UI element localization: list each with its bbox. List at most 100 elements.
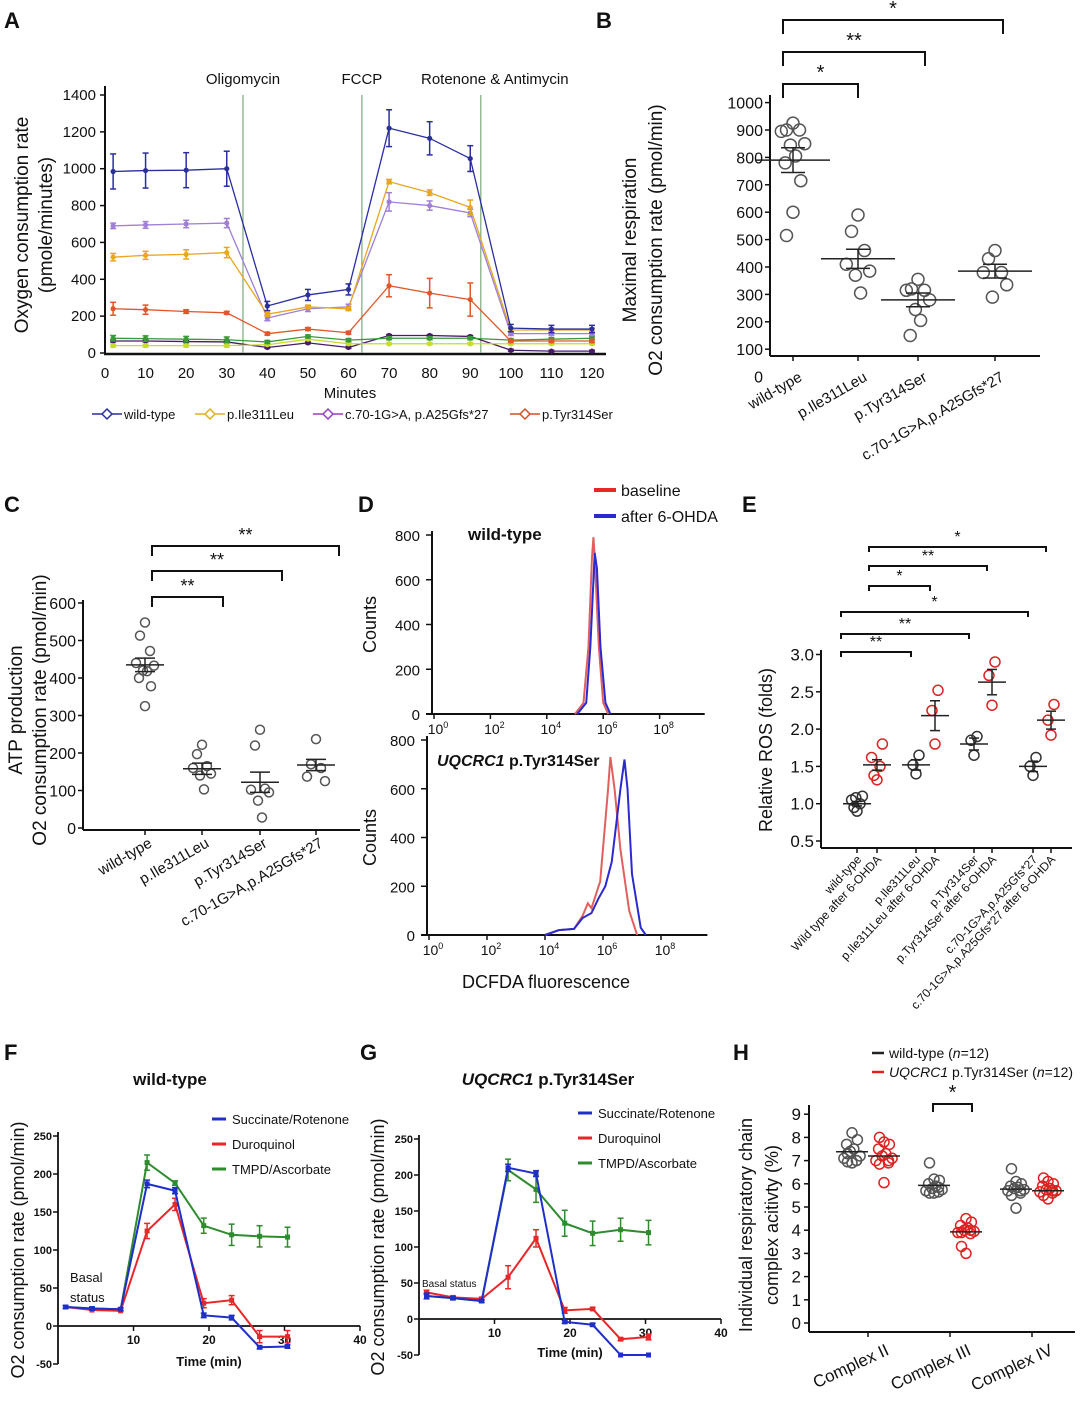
y-axis-label: Relative ROS (folds)	[756, 668, 776, 832]
data-point	[913, 313, 928, 328]
data-point	[904, 282, 919, 296]
data-point	[224, 337, 230, 343]
data-point	[427, 135, 433, 141]
data-point	[1005, 1162, 1018, 1175]
data-point	[467, 341, 473, 347]
tick-exponent: 2	[496, 941, 501, 951]
significance-bracket	[868, 565, 988, 571]
data-point	[971, 730, 983, 743]
data-point	[319, 775, 331, 787]
data-point	[590, 1322, 596, 1328]
y-tick-label: 400	[395, 618, 420, 635]
y-tick-label: 0	[88, 345, 96, 362]
y-axis-label: (pmole/minutes)	[36, 157, 57, 293]
data-point	[1012, 1181, 1024, 1194]
data-point	[264, 331, 270, 337]
data-point	[1010, 1202, 1022, 1214]
injection-label: Oligomycin	[206, 71, 280, 88]
histogram-curve	[574, 537, 610, 715]
significance-label: *	[896, 568, 902, 585]
data-point	[903, 328, 917, 343]
significance-label: *	[817, 62, 825, 84]
y-tick-label: 200	[390, 879, 415, 896]
panel-letter: H	[733, 1040, 749, 1065]
y-tick-label: 200	[395, 662, 420, 679]
data-point	[305, 340, 311, 346]
data-point	[345, 337, 352, 343]
data-point	[257, 1344, 263, 1350]
data-point	[305, 292, 311, 298]
y-tick-label: 9	[792, 1105, 801, 1124]
data-point	[508, 325, 514, 331]
data-point	[589, 348, 595, 354]
data-point	[196, 739, 208, 750]
variant-name: p.Tyr314Ser	[534, 1070, 635, 1089]
chart-title: UQCRC1 p.Tyr314Ser	[462, 1070, 635, 1089]
x-tick-label: 108	[655, 941, 676, 958]
data-point	[562, 1319, 568, 1325]
data-point	[848, 268, 863, 282]
legend-label: TMPD/Ascorbate	[598, 1156, 697, 1171]
data-point	[792, 123, 807, 137]
significance-label: **	[899, 616, 911, 633]
legend-n: n	[1037, 1064, 1045, 1080]
tick-base: 10	[597, 721, 613, 737]
data-point	[144, 1228, 150, 1234]
x-tick-label: 50	[300, 365, 317, 382]
legend-label: after 6-OHDA	[621, 509, 718, 526]
x-tick-label: 10	[127, 1333, 141, 1347]
data-point	[873, 1131, 886, 1144]
x-tick-label: 40	[714, 1326, 728, 1340]
data-point	[862, 264, 877, 278]
panel-letter: A	[4, 8, 20, 33]
y-tick-label: 800	[390, 733, 415, 750]
data-point	[63, 1304, 69, 1310]
data-point	[305, 326, 311, 332]
data-point	[981, 252, 996, 266]
tick-base: 10	[541, 721, 557, 737]
histogram-curve	[544, 759, 647, 936]
annotation: Basal	[70, 1270, 103, 1285]
data-point	[878, 1176, 890, 1189]
x-tick-label: 102	[484, 720, 505, 737]
data-point	[89, 1306, 95, 1312]
data-point	[467, 204, 473, 211]
tick-base: 10	[481, 942, 497, 958]
x-tick-label: 70	[381, 365, 398, 382]
y-tick-label: 0	[792, 1314, 801, 1333]
data-point	[874, 760, 886, 773]
x-tick-label: 30	[218, 365, 235, 382]
y-tick-label: 200	[49, 746, 76, 763]
data-point	[646, 1334, 652, 1340]
data-point	[913, 749, 925, 761]
data-point	[853, 286, 868, 300]
significance-label: *	[931, 594, 937, 611]
data-point	[646, 1230, 652, 1236]
x-axis-label: Minutes	[324, 385, 377, 402]
data-point	[986, 699, 998, 711]
diamond-icon	[100, 407, 114, 421]
data-point	[994, 265, 1009, 280]
data-point	[533, 1235, 539, 1241]
significance-label: **	[870, 634, 882, 651]
y-tick-label: 1200	[63, 124, 96, 141]
data-point	[130, 657, 142, 669]
tick-base: 10	[653, 721, 669, 737]
data-point	[183, 221, 189, 227]
x-tick-label: 106	[597, 720, 618, 737]
y-axis-label: O2 consumption rate (pmol/min)	[30, 574, 51, 845]
data-point	[224, 220, 230, 226]
y-tick-label: 150	[395, 1206, 413, 1218]
data-point	[533, 1171, 539, 1177]
tick-base: 10	[597, 942, 613, 958]
tick-base: 10	[484, 721, 500, 737]
x-tick-label: 108	[653, 720, 674, 737]
panel-letter: D	[358, 492, 374, 517]
data-point	[778, 156, 792, 170]
data-point	[144, 1160, 150, 1166]
y-tick-label: 4	[792, 1221, 801, 1240]
y-tick-label: 800	[395, 528, 420, 545]
data-point	[983, 669, 995, 682]
y-tick-label: 0.5	[790, 832, 814, 851]
data-point	[110, 335, 116, 341]
